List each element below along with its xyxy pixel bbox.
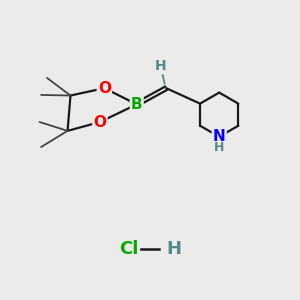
Text: H: H bbox=[214, 141, 224, 154]
Text: O: O bbox=[98, 81, 111, 96]
Text: B: B bbox=[131, 97, 142, 112]
Text: O: O bbox=[93, 115, 106, 130]
Text: N: N bbox=[213, 129, 226, 144]
Text: H: H bbox=[166, 240, 181, 258]
Text: Cl: Cl bbox=[119, 240, 138, 258]
Text: H: H bbox=[154, 59, 166, 73]
